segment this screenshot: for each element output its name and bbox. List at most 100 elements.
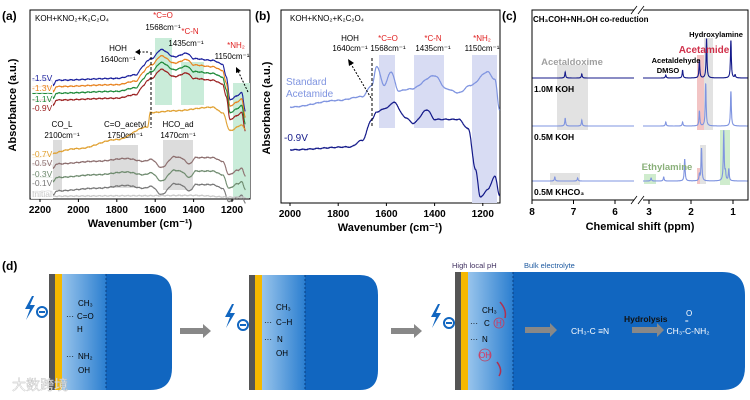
arrow-icon xyxy=(180,324,211,338)
axis-break-marks xyxy=(630,5,645,205)
shade-acetyl xyxy=(110,145,138,188)
molecule-text: H xyxy=(496,319,502,328)
annotation: 1150cm⁻¹ xyxy=(215,52,250,61)
nmr-spectrum-3 xyxy=(532,176,636,182)
series-label: -1.1V xyxy=(32,94,53,104)
x-tick-label: 2200 xyxy=(29,205,52,216)
x-tick-label: 1200 xyxy=(472,209,495,220)
highlight-circle xyxy=(478,348,492,362)
panel-b: (b) KOH+KNO₂+K₂C₂O₄ HOH 1640cm⁻¹ *C=O 15… xyxy=(255,9,501,234)
lightning-icon xyxy=(225,304,235,328)
spectrum-line-11V xyxy=(32,61,246,125)
x-tick-label: 8 xyxy=(529,207,535,218)
x-tick-label: 1200 xyxy=(221,205,244,216)
nmr-spectrum-2 xyxy=(532,117,636,127)
electrode xyxy=(249,275,255,390)
lightning-icon xyxy=(25,296,35,320)
electrode xyxy=(455,272,461,390)
spectrum-line-09V xyxy=(290,101,501,198)
shade-col xyxy=(53,140,62,190)
shade-acetaldoxime xyxy=(557,65,588,130)
double-bond: = xyxy=(685,319,689,325)
x-axis-label: Chemical shift (ppm) xyxy=(586,221,695,233)
bond-dots: ··· xyxy=(470,319,478,328)
legend-bg xyxy=(31,158,53,168)
panel-label: (c) xyxy=(502,9,517,23)
annotation: *C=O xyxy=(153,11,173,20)
molecule-text: H xyxy=(77,325,83,334)
legend-bg xyxy=(31,83,53,93)
arrow-head-icon xyxy=(236,67,241,73)
double-layer xyxy=(255,275,305,390)
series-label: -0.9V xyxy=(32,103,53,113)
shade-hydroxylamine xyxy=(704,38,713,130)
molecule-text: OH xyxy=(276,349,288,358)
x-tick-label: 1600 xyxy=(375,209,398,220)
molecule-text: CH₃ xyxy=(78,299,93,308)
cell-2: CH₃ ··· C−H ··· N OH xyxy=(225,275,378,390)
spectrum-line-13V xyxy=(32,54,246,118)
shade-co xyxy=(155,38,172,105)
molecule-text: OH xyxy=(479,351,491,360)
x-tick-label: 1400 xyxy=(182,205,205,216)
shade-nh2 xyxy=(472,55,497,203)
series-label: Initial xyxy=(32,189,52,199)
shade-co xyxy=(379,55,395,128)
shade-cn xyxy=(414,55,444,128)
legend-bg xyxy=(31,169,53,179)
spectrum-line-09V xyxy=(32,68,246,132)
annotation: *NH₂ xyxy=(473,34,491,43)
series-label: Standard xyxy=(286,77,327,88)
y-axis-label: Absorbance (a.u.) xyxy=(7,58,19,151)
nitrile-formula: CH₃-C ≡N xyxy=(571,326,609,336)
annotation: DMSO xyxy=(657,66,680,75)
molecule-text: O xyxy=(686,309,692,318)
annotation: 1435cm⁻¹ xyxy=(168,39,204,48)
panel-d: (d) CH₃ ··· C=O H ··· NH₂ OH xyxy=(2,259,745,393)
annotation: *C-N xyxy=(424,34,442,43)
shade-ethylamine xyxy=(644,174,656,184)
shade-cn xyxy=(181,62,204,105)
chart-title: KOH+KNO₂+K₂C₂O₄ xyxy=(35,14,109,23)
series-label: -0.7V xyxy=(32,149,53,159)
annotation: Hydroxylamine xyxy=(689,30,743,39)
annotation: 1150cm⁻¹ xyxy=(465,44,500,53)
annotation: 1640cm⁻¹ xyxy=(100,55,136,64)
legend-bg xyxy=(31,178,53,188)
catalyst-layer xyxy=(461,272,468,390)
lightning-icon xyxy=(431,304,441,328)
legend-bg xyxy=(31,149,53,159)
molecule-text: OH xyxy=(78,366,90,375)
series-label: Acetamide xyxy=(286,89,334,100)
panel-label: (a) xyxy=(2,9,17,23)
electron-icon xyxy=(237,319,249,331)
series-label: 1.0M KOH xyxy=(534,84,574,94)
panel-label: (b) xyxy=(255,9,270,23)
bond-dots: ··· xyxy=(470,335,478,344)
legend-bg xyxy=(31,73,53,83)
spectrum-line-StandardAcetamide xyxy=(289,65,501,111)
annotation: CO_L xyxy=(52,120,73,129)
annotation: Acetaldehyde xyxy=(652,56,701,65)
region-label: Bulk electrolyte xyxy=(524,261,575,270)
series-label: -1.5V xyxy=(32,73,53,83)
shade-hco xyxy=(163,140,193,190)
x-axis-label: Wavenumber (cm⁻¹) xyxy=(88,218,193,230)
annotation: Acetamide xyxy=(679,45,730,56)
molecule-text: C=O xyxy=(77,312,94,321)
x-tick-label: 1400 xyxy=(423,209,446,220)
nmr-spectrum-1 xyxy=(640,38,748,79)
annotation: Ethylamine xyxy=(642,162,693,173)
annotation: *NH₂ xyxy=(227,41,245,50)
panel-c: (c) CH₃COH+NH₂OH co-reduction Acetaldoxi… xyxy=(502,5,749,233)
annotation: *C-N xyxy=(181,27,199,36)
shade-acetaldoxime-small xyxy=(550,173,580,185)
spectrum-line-15V xyxy=(32,48,246,112)
spectrum-line-01V xyxy=(32,182,246,204)
electron-icon xyxy=(36,306,48,318)
curved-arrow-icon xyxy=(499,301,507,319)
annotation: 1640cm⁻¹ xyxy=(332,44,368,53)
molecule-text: NH₂ xyxy=(78,352,93,361)
axis-break xyxy=(634,6,643,204)
molecule-text: CH₃ xyxy=(482,306,497,315)
